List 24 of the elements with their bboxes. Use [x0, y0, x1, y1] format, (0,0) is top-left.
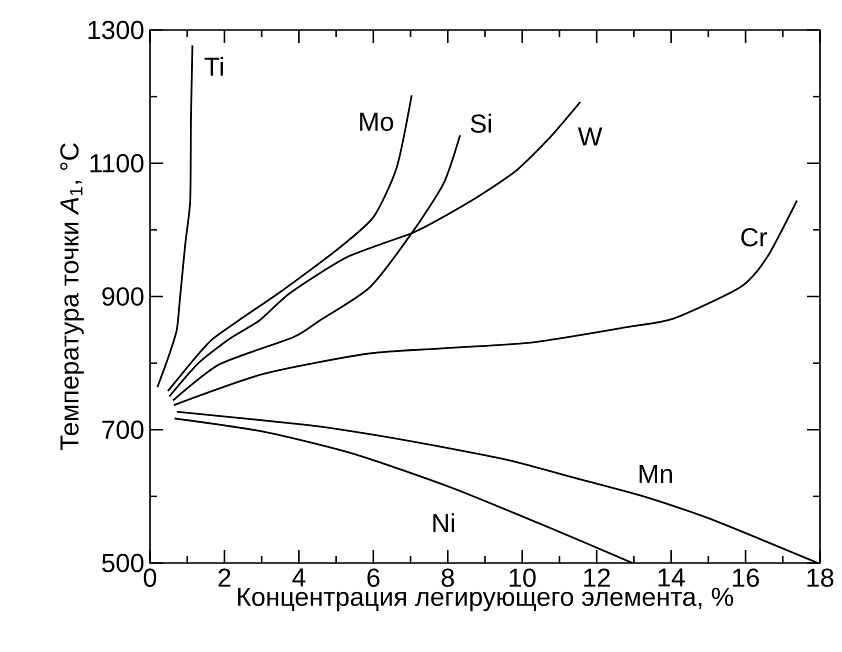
y-tick-label: 1300	[88, 20, 144, 40]
y-tick-label: 500	[102, 554, 144, 572]
x-tick-label: 6	[367, 568, 380, 587]
x-tick-label: 14	[658, 568, 685, 586]
series-label: W	[578, 127, 602, 146]
legend-label: Cr	[741, 228, 767, 246]
x-tick-label: 0	[144, 568, 156, 587]
y-axis-title: Температура точки A$_{1}$, °C	[60, 143, 84, 450]
series-label: Mo	[360, 112, 394, 131]
x-axis-title: Концентрация легирующего элемента, %	[238, 588, 734, 612]
y-tick-label: 900	[102, 287, 144, 306]
series-label: Mn	[640, 464, 672, 483]
y-tick-label: 1100	[90, 154, 144, 172]
x-tick-label: 18	[808, 568, 834, 587]
series-label: Ni	[433, 513, 454, 532]
x-tick-label: 10	[510, 568, 536, 587]
x-tick-label: 2	[218, 568, 230, 587]
x-tick-label: 4	[292, 568, 306, 586]
x-tick-label: 12	[584, 568, 610, 587]
x-tick-label: 8	[442, 568, 454, 587]
series-label: Si	[470, 114, 491, 133]
series-label: Ti	[204, 56, 223, 76]
y-tick-label: 700	[102, 420, 144, 439]
x-tick-label: 16	[733, 568, 759, 587]
